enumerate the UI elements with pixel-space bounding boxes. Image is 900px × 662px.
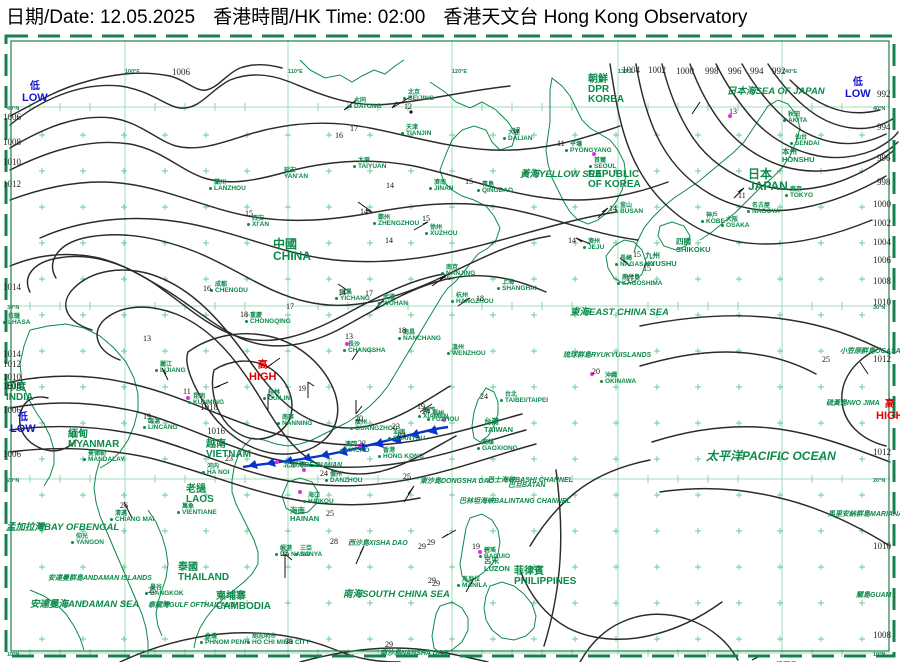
header-agency: 香港天文台 Hong Kong Observatory — [443, 6, 748, 28]
wind-barbs — [123, 95, 869, 661]
graticule — [10, 40, 890, 655]
isobars — [9, 63, 899, 662]
graticule-ticks — [29, 103, 843, 657]
cold-front-barbs — [248, 425, 438, 469]
header-time: 香港時間/HK Time: 02:00 — [213, 6, 426, 28]
grid-crosses — [39, 132, 865, 642]
chart-header: 日期/Date: 12.05.2025 香港時間/HK Time: 02:00 … — [0, 0, 900, 30]
map-border — [4, 34, 896, 658]
map-canvas — [4, 34, 899, 662]
weather-chart-map: 朝鮮 DPR KOREA 日本 JAPAN 中國 CHINA REPUBLIC OF KOREA… — [0, 30, 900, 662]
header-date: 日期/Date: 12.05.2025 — [6, 6, 196, 28]
station-dots — [186, 110, 732, 554]
coastlines — [19, 59, 801, 655]
